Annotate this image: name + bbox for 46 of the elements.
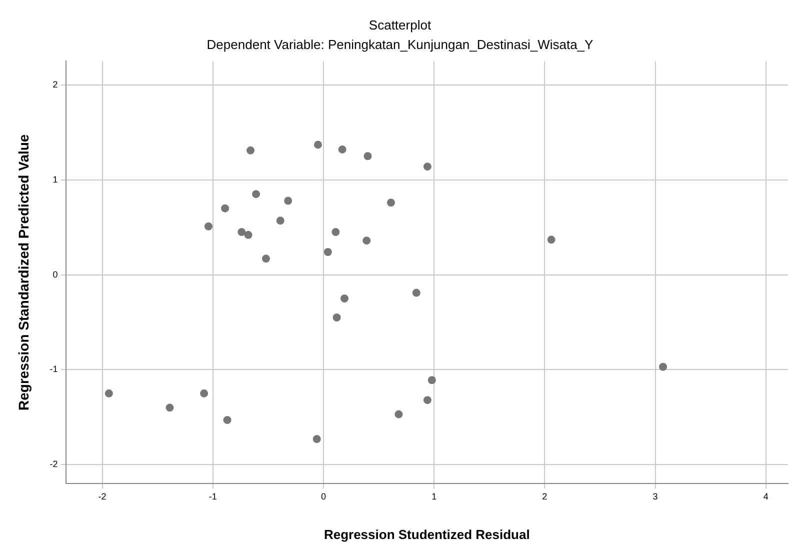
point — [204, 222, 212, 230]
point — [332, 228, 340, 236]
x-tick-label: 3 — [652, 491, 658, 502]
point — [324, 248, 332, 256]
y-tick-label: 0 — [52, 269, 58, 280]
x-tick-label: 2 — [542, 491, 548, 502]
x-tick-label: -1 — [208, 491, 217, 502]
point — [262, 254, 270, 263]
chart-title: Scatterplot — [368, 17, 432, 32]
x-tick-label: 0 — [320, 491, 326, 502]
point — [423, 396, 432, 404]
y-tick-label: -1 — [50, 364, 58, 374]
y-tick-label: 1 — [52, 174, 58, 184]
point — [312, 434, 321, 443]
point — [332, 313, 341, 322]
point — [362, 236, 371, 245]
x-tick-label: 4 — [763, 491, 768, 502]
x-tick-label: 1 — [432, 491, 437, 502]
point — [394, 410, 403, 418]
y-axis-title: Regression Standardized Predicted Value — [15, 134, 32, 410]
point — [314, 140, 322, 149]
chart-subtitle: Dependent Variable: Peningkatan_Kunjungan_Destinasi_Wisata_Y — [206, 36, 594, 52]
point — [244, 230, 252, 239]
y-tick-label: -2 — [50, 459, 58, 470]
point — [104, 389, 113, 398]
y-tick-label: 2 — [52, 79, 58, 90]
point — [423, 162, 432, 171]
point — [284, 196, 292, 205]
point — [412, 288, 420, 297]
point — [340, 294, 349, 303]
point — [276, 216, 284, 225]
x-tick-label: -2 — [98, 491, 106, 502]
point — [659, 362, 668, 371]
x-axis-title: Regression Studentized Residual — [324, 526, 530, 542]
point — [223, 416, 232, 424]
point — [221, 204, 230, 212]
point — [200, 389, 208, 398]
point — [386, 198, 395, 207]
point — [428, 376, 436, 384]
point — [547, 236, 556, 244]
point — [252, 190, 260, 198]
point — [364, 152, 372, 160]
point — [338, 145, 346, 154]
point — [166, 404, 174, 412]
point — [246, 146, 254, 154]
point — [238, 228, 246, 236]
